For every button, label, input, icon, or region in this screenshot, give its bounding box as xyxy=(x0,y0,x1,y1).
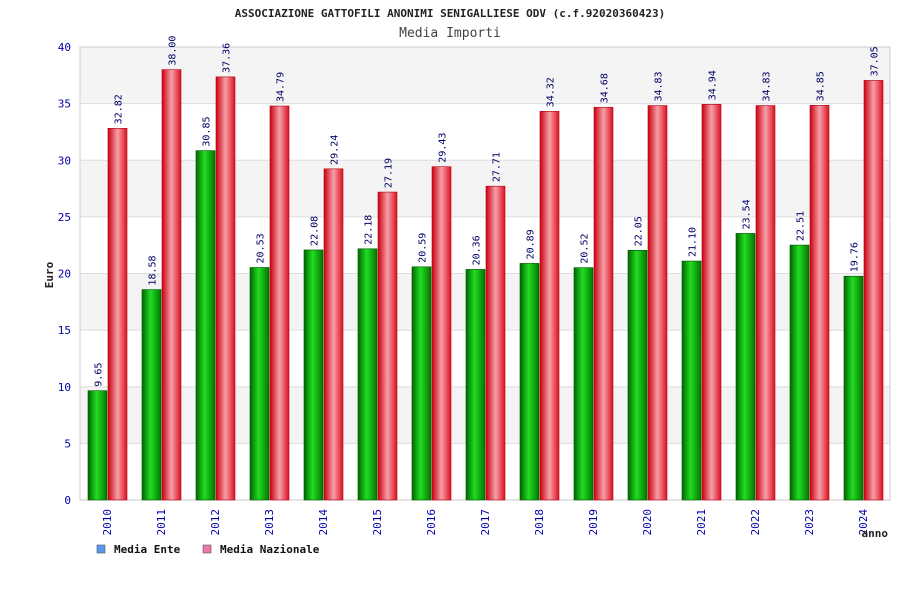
bar-media-nazionale xyxy=(647,105,668,501)
x-tick-label: 2021 xyxy=(695,509,708,536)
data-label: 23.54 xyxy=(742,199,753,229)
data-label: 20.89 xyxy=(526,229,537,259)
bar-media-ente xyxy=(411,266,432,501)
legend-swatch xyxy=(202,544,212,554)
bar-media-nazionale xyxy=(107,128,128,501)
data-label: 30.85 xyxy=(202,117,213,147)
bar-media-ente xyxy=(195,150,216,501)
data-label: 38.00 xyxy=(168,36,179,66)
x-tick-label: 2023 xyxy=(803,509,816,536)
x-tick-label: 2011 xyxy=(155,509,168,536)
bar-media-ente xyxy=(87,390,108,501)
y-tick-label: 5 xyxy=(64,437,71,450)
chart-subtitle: Media Importi xyxy=(399,26,501,41)
legend-label: Media Ente xyxy=(114,543,181,556)
bar-media-ente xyxy=(627,249,648,501)
bar-media-ente xyxy=(681,260,702,501)
x-tick-label: 2018 xyxy=(533,509,546,536)
data-label: 34.83 xyxy=(654,71,665,101)
data-label: 22.18 xyxy=(364,215,375,245)
bar-media-nazionale xyxy=(755,105,776,501)
y-axis-label: Euro xyxy=(43,261,56,288)
x-tick-label: 2013 xyxy=(263,509,276,536)
bar-media-ente xyxy=(303,249,324,501)
x-tick-label: 2015 xyxy=(371,509,384,536)
x-tick-label: 2010 xyxy=(101,509,114,536)
bar-media-ente xyxy=(357,248,378,501)
data-label: 22.08 xyxy=(310,216,321,246)
data-label: 22.05 xyxy=(634,216,645,246)
y-tick-label: 30 xyxy=(58,154,71,167)
bar-media-ente xyxy=(735,233,756,501)
data-label: 18.58 xyxy=(148,255,159,285)
x-tick-label: 2012 xyxy=(209,509,222,536)
bar-media-nazionale xyxy=(539,111,560,501)
data-label: 29.43 xyxy=(438,133,449,163)
data-label: 32.82 xyxy=(114,94,125,124)
data-label: 19.76 xyxy=(850,242,861,272)
y-tick-label: 10 xyxy=(58,381,71,394)
bar-media-nazionale xyxy=(377,191,398,501)
plot-band xyxy=(80,47,890,104)
bar-media-nazionale xyxy=(215,76,236,501)
bar-media-nazionale xyxy=(593,106,614,501)
bar-media-nazionale xyxy=(701,104,722,501)
x-tick-label: 2019 xyxy=(587,509,600,536)
bar-media-nazionale xyxy=(485,185,506,501)
bars: 9.65 18.58 30.85 20.53 22.08 22.18 20.59 20.36 2… xyxy=(87,36,884,501)
y-tick-label: 40 xyxy=(58,41,71,54)
data-label: 21.10 xyxy=(688,227,699,257)
x-axis: 2010 2011 2012 2013 2014 2015 2016 2017 2018 2019… xyxy=(101,509,870,536)
bar-media-nazionale xyxy=(323,168,344,501)
bar-media-ente xyxy=(465,269,486,501)
data-label: 34.32 xyxy=(546,77,557,107)
x-tick-label: 2020 xyxy=(641,509,654,536)
data-label: 37.36 xyxy=(222,43,233,73)
legend: Media Ente Media Nazionale xyxy=(96,543,320,556)
data-label: 34.83 xyxy=(762,71,773,101)
x-tick-label: 2017 xyxy=(479,509,492,536)
y-tick-label: 0 xyxy=(64,494,71,507)
x-axis-label: anno xyxy=(862,527,889,540)
data-label: 34.68 xyxy=(600,73,611,103)
data-label: 34.94 xyxy=(708,70,719,100)
x-tick-label: 2022 xyxy=(749,509,762,536)
data-label: 20.52 xyxy=(580,234,591,264)
data-label: 34.85 xyxy=(816,71,827,101)
data-label: 20.59 xyxy=(418,233,429,263)
x-tick-label: 2016 xyxy=(425,509,438,536)
legend-label: Media Nazionale xyxy=(220,543,320,556)
bar-media-nazionale xyxy=(863,80,884,501)
data-label: 34.79 xyxy=(276,72,287,102)
bar-media-ente xyxy=(141,289,162,501)
x-tick-label: 2024 xyxy=(857,509,870,536)
bar-media-ente xyxy=(519,263,540,501)
data-label: 9.65 xyxy=(94,363,105,387)
data-label: 29.24 xyxy=(330,135,341,165)
bar-media-nazionale xyxy=(431,166,452,501)
y-tick-label: 35 xyxy=(58,98,71,111)
data-label: 22.51 xyxy=(796,211,807,241)
bar-media-ente xyxy=(249,267,270,501)
data-label: 20.53 xyxy=(256,233,267,263)
y-tick-label: 15 xyxy=(58,324,71,337)
y-axis: 0 5 10 15 20 25 30 35 40 xyxy=(58,41,71,507)
bar-media-ente xyxy=(789,244,810,501)
bar-media-nazionale xyxy=(809,105,830,501)
y-tick-label: 20 xyxy=(58,268,71,281)
y-tick-label: 25 xyxy=(58,211,71,224)
data-label: 27.71 xyxy=(492,152,503,182)
chart-title: ASSOCIAZIONE GATTOFILI ANONIMI SENIGALLI… xyxy=(235,7,665,20)
legend-swatch xyxy=(96,544,106,554)
data-label: 27.19 xyxy=(384,158,395,188)
bar-media-ente xyxy=(573,267,594,501)
bar-media-nazionale xyxy=(269,105,290,501)
bar-media-nazionale xyxy=(161,69,182,501)
bar-media-ente xyxy=(843,275,864,501)
data-label: 37.05 xyxy=(870,46,881,76)
data-label: 20.36 xyxy=(472,235,483,265)
x-tick-label: 2014 xyxy=(317,509,330,536)
